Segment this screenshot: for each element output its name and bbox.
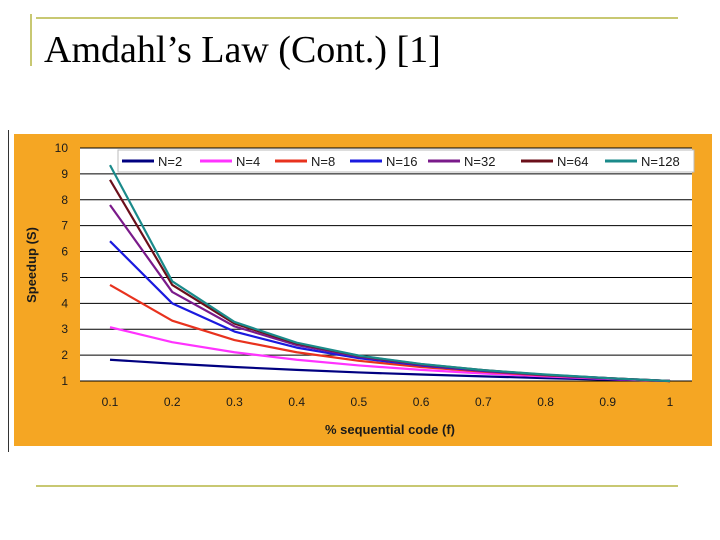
x-tick-label: 0.8 [537, 395, 554, 409]
series-line-n-2 [109, 358, 671, 383]
legend-label: N=16 [386, 154, 417, 169]
title-side-rule [30, 14, 32, 66]
x-tick-label: 0.5 [351, 395, 368, 409]
left-edge-line [8, 130, 9, 452]
y-tick-label: 5 [61, 270, 68, 284]
x-tick-labels: 0.1 0.2 0.3 0.4 0.5 0.6 0.7 0.8 0.9 1 [102, 395, 674, 409]
y-tick-label: 9 [61, 167, 68, 181]
x-axis-title: % sequential code (f) [325, 422, 455, 437]
y-tick-label: 7 [61, 219, 68, 233]
x-tick-label: 0.1 [102, 395, 119, 409]
series-lines [109, 164, 671, 383]
y-tick-label: 1 [61, 374, 68, 388]
y-tick-label: 2 [61, 348, 68, 362]
x-tick-label: 1 [667, 395, 674, 409]
gridlines [80, 147, 692, 382]
x-tick-label: 0.7 [475, 395, 492, 409]
y-tick-label: 10 [55, 141, 69, 155]
legend-label: N=2 [158, 154, 182, 169]
legend-box [117, 149, 695, 173]
y-tick-label: 6 [61, 245, 68, 259]
y-axis-title: Speedup (S) [24, 227, 39, 303]
legend-label: N=32 [464, 154, 495, 169]
y-tick-labels: 1 2 3 4 5 6 7 8 9 10 [55, 141, 69, 388]
plot-area [80, 148, 692, 381]
bottom-rule [36, 485, 678, 487]
title-top-rule [36, 17, 678, 19]
legend-label: N=8 [311, 154, 335, 169]
series-line-n-128 [109, 164, 671, 383]
x-tick-label: 0.9 [599, 395, 616, 409]
legend-label: N=128 [641, 154, 680, 169]
legend: N=2 N=4 N=8 N=16 N=32 N=64 N=128 [117, 149, 695, 173]
y-tick-label: 8 [61, 193, 68, 207]
x-tick-label: 0.2 [164, 395, 181, 409]
y-tick-label: 4 [61, 296, 68, 310]
legend-label: N=64 [557, 154, 588, 169]
slide-title: Amdahl’s Law (Cont.) [1] [44, 29, 441, 71]
x-tick-label: 0.4 [288, 395, 305, 409]
x-tick-label: 0.3 [226, 395, 243, 409]
x-tick-label: 0.6 [413, 395, 430, 409]
legend-label: N=4 [236, 154, 260, 169]
y-tick-label: 3 [61, 322, 68, 336]
